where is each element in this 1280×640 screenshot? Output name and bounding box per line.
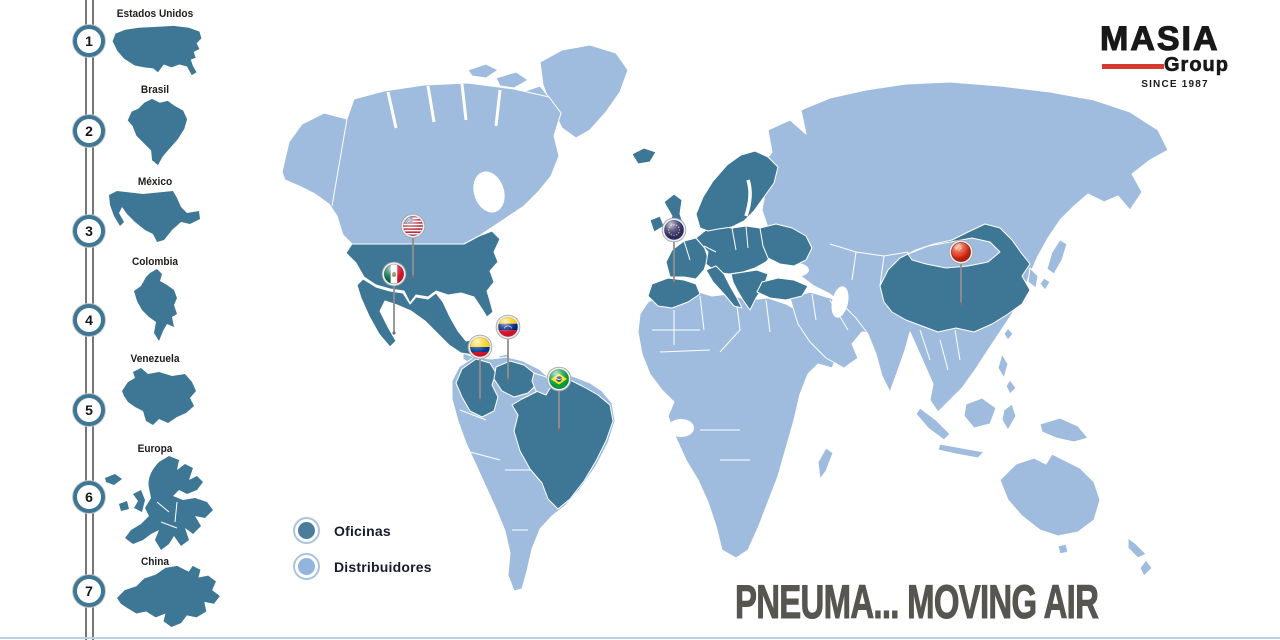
arctic-island — [495, 71, 529, 89]
offices-swatch-icon — [293, 517, 320, 544]
borneo — [963, 397, 997, 429]
japan — [1046, 239, 1068, 275]
step-number: 1 — [85, 33, 93, 49]
ukraine — [759, 223, 813, 267]
legend-distributors: Distribuidores — [293, 553, 432, 580]
step-circle-7: 7 — [73, 575, 105, 607]
australia — [999, 453, 1101, 537]
colombia-flag-pin — [467, 334, 493, 360]
new-zealand — [1127, 537, 1147, 559]
step-circle-2: 2 — [73, 115, 105, 147]
colombia-map-icon — [134, 269, 177, 341]
label-venezuela: Venezuela — [130, 353, 180, 365]
new-zealand — [1139, 559, 1153, 577]
label-china: China — [140, 556, 170, 568]
step-number: 5 — [85, 402, 93, 418]
logo-since-text: SINCE 1987 — [1141, 79, 1209, 90]
flag-pins — [381, 213, 974, 432]
label-brasil: Brasil — [140, 84, 170, 96]
arctic-island — [467, 63, 499, 79]
arctic-channels — [386, 83, 502, 129]
step-number: 4 — [85, 312, 93, 328]
label-estados-unidos: Estados Unidos — [116, 8, 194, 20]
step-circle-6: 6 — [73, 481, 105, 513]
taiwan — [1003, 327, 1014, 341]
china-flag-pin — [948, 239, 974, 265]
masia-group-logo: MASIA Group SINCE 1987 — [1099, 20, 1250, 90]
japan — [1039, 277, 1051, 291]
label-mexico: México — [137, 176, 173, 188]
europe-map-icon — [105, 456, 213, 550]
madagascar — [817, 447, 834, 480]
korea — [1027, 267, 1039, 289]
distributor-regions — [281, 44, 1169, 592]
new-guinea — [1039, 417, 1089, 443]
usa-map-icon — [112, 25, 202, 76]
brazil-flag-pin — [546, 366, 572, 392]
step-circle-3: 3 — [73, 215, 105, 247]
brazil-map-icon — [127, 98, 188, 166]
balkans-greece — [730, 269, 769, 311]
colombia — [455, 358, 499, 418]
logo-group-text: Group — [1164, 54, 1229, 77]
step-circle-4: 4 — [73, 304, 105, 336]
brazil — [511, 378, 614, 510]
mexico-map-icon — [109, 191, 200, 242]
step-circle-5: 5 — [73, 394, 105, 426]
step-number: 7 — [85, 583, 93, 599]
label-colombia: Colombia — [131, 256, 179, 268]
iberia — [647, 277, 701, 309]
sulawesi — [1001, 403, 1017, 431]
pin-stems — [393, 237, 962, 430]
venezuela — [493, 360, 539, 398]
tasmania — [1057, 543, 1069, 555]
china-map-icon — [116, 565, 220, 628]
step-number: 6 — [85, 489, 93, 505]
philippines — [1005, 379, 1017, 395]
step-circle-1: 1 — [73, 25, 105, 57]
distributors-label: Distribuidores — [334, 558, 432, 575]
label-europa: Europa — [137, 443, 173, 455]
africa — [637, 289, 839, 559]
philippines — [997, 353, 1009, 379]
scandinavia — [695, 150, 779, 232]
usa — [345, 230, 501, 318]
logo-red-rule — [1102, 64, 1164, 69]
logo-brand-text: MASIA — [1099, 20, 1220, 58]
tagline: PNEUMA... MOVING AIR — [735, 575, 1100, 629]
venezuela-map-icon — [122, 368, 196, 425]
step-number: 2 — [85, 123, 93, 139]
venezuela-flag-pin — [495, 314, 521, 340]
distributors-swatch-icon — [293, 553, 320, 580]
turkey — [756, 277, 809, 301]
united-states-flag-pin — [400, 213, 426, 239]
pin-tips — [392, 275, 963, 432]
european-union-flag-pin — [661, 217, 687, 243]
java — [937, 443, 985, 459]
step-number: 3 — [85, 223, 93, 239]
offices-label: Oficinas — [334, 522, 391, 539]
legend-offices: Oficinas — [293, 517, 391, 544]
mexico-flag-pin — [381, 261, 407, 287]
iceland — [631, 147, 657, 165]
italy — [705, 265, 743, 309]
bottom-divider — [0, 637, 1280, 639]
europe-borders — [683, 179, 752, 261]
sumatra — [915, 407, 951, 441]
